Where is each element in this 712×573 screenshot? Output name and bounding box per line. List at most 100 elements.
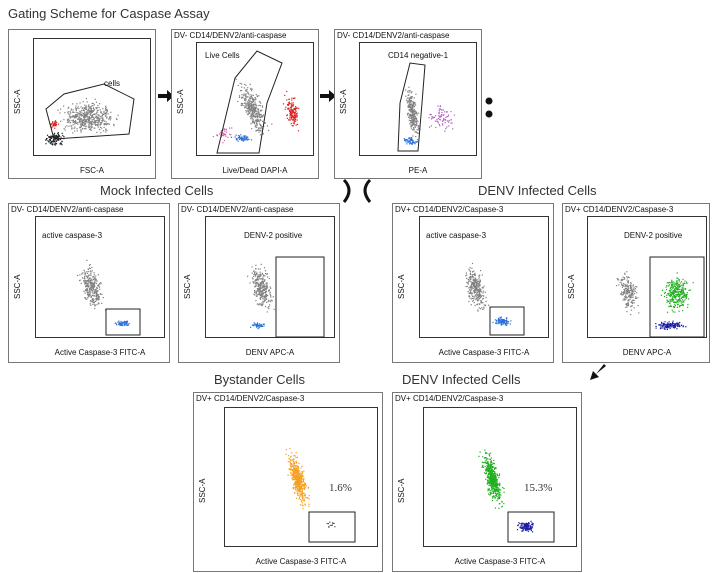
event-dot xyxy=(469,276,471,279)
event-dot xyxy=(93,109,95,111)
event-dot xyxy=(291,115,293,117)
event-dot xyxy=(76,103,78,105)
event-dot xyxy=(289,119,291,121)
event-dot xyxy=(259,130,261,132)
event-dot xyxy=(291,109,293,111)
event-dot xyxy=(87,121,89,123)
event-dot xyxy=(478,275,480,277)
event-dot xyxy=(681,293,683,295)
event-dot xyxy=(255,110,257,112)
event-dot xyxy=(72,109,74,111)
event-dot xyxy=(291,470,293,472)
event-dot xyxy=(221,130,223,132)
event-dot xyxy=(250,98,252,100)
event-dot xyxy=(297,471,299,473)
event-dot xyxy=(470,284,472,286)
event-dot xyxy=(494,485,496,487)
event-dot xyxy=(59,143,61,145)
event-dot xyxy=(495,482,497,484)
event-dot xyxy=(93,107,95,109)
event-dot xyxy=(254,101,256,103)
event-dot xyxy=(490,461,492,463)
event-dot xyxy=(530,524,533,526)
event-dot xyxy=(637,297,639,299)
event-dot xyxy=(96,131,98,133)
event-dot xyxy=(495,467,497,469)
event-dot xyxy=(468,292,470,295)
panel-title: DV- CD14/DENV2/anti-caspase xyxy=(337,31,450,40)
event-dot xyxy=(488,464,490,466)
event-dot xyxy=(443,114,445,116)
event-dot xyxy=(661,323,663,325)
event-dot xyxy=(494,468,496,470)
event-dot xyxy=(289,464,291,466)
event-dot xyxy=(469,272,472,274)
event-dot xyxy=(251,115,253,118)
event-dot xyxy=(94,278,96,280)
event-dot xyxy=(525,524,527,526)
event-dot xyxy=(297,492,299,494)
event-dot xyxy=(240,134,242,136)
event-dot xyxy=(247,107,249,109)
event-dot xyxy=(489,463,491,465)
event-dot xyxy=(495,489,497,491)
event-dot xyxy=(265,293,267,295)
event-dot xyxy=(622,285,624,287)
event-dot xyxy=(64,126,66,128)
event-dot xyxy=(269,293,271,295)
event-dot xyxy=(110,111,112,113)
event-dot xyxy=(527,526,529,528)
event-dot xyxy=(258,288,260,291)
event-dot xyxy=(63,119,65,121)
event-dot xyxy=(86,115,88,117)
event-dot xyxy=(293,111,295,113)
event-dot xyxy=(266,311,268,313)
event-dot xyxy=(79,110,81,112)
event-dot xyxy=(631,294,633,296)
event-dot xyxy=(79,127,81,129)
event-dot xyxy=(259,294,262,296)
event-dot xyxy=(263,275,265,277)
event-dot xyxy=(293,472,295,474)
event-dot xyxy=(498,476,500,479)
event-dot xyxy=(622,299,624,301)
event-dot xyxy=(258,294,261,296)
event-dot xyxy=(409,117,411,119)
event-dot xyxy=(70,125,72,127)
event-dot xyxy=(410,116,412,118)
event-dot xyxy=(409,138,412,140)
event-dot xyxy=(501,506,503,508)
event-dot xyxy=(501,321,503,323)
event-dot xyxy=(629,292,631,294)
event-dot xyxy=(527,529,529,531)
event-dot xyxy=(506,322,508,324)
plot-area: active caspase-3 xyxy=(419,216,549,338)
event-dot xyxy=(261,109,263,111)
event-dot xyxy=(57,137,59,139)
event-dot xyxy=(57,132,59,134)
event-dot xyxy=(88,281,91,283)
plot-area: DENV-2 positive xyxy=(205,216,335,338)
event-dot xyxy=(90,106,92,108)
event-dot xyxy=(124,320,126,322)
event-dot xyxy=(473,302,475,304)
event-dot xyxy=(87,117,89,119)
event-dot xyxy=(291,477,293,479)
event-dot xyxy=(409,110,411,112)
event-dot xyxy=(122,325,124,327)
event-dot xyxy=(95,122,97,124)
event-dot xyxy=(625,290,627,293)
event-dot xyxy=(301,475,303,477)
event-dot xyxy=(298,494,300,496)
event-dot xyxy=(50,124,52,126)
event-dot xyxy=(296,107,298,109)
event-dot xyxy=(632,290,634,292)
event-dot xyxy=(71,127,73,129)
event-dot xyxy=(627,302,629,304)
event-dot xyxy=(627,303,629,305)
event-dot xyxy=(299,482,301,484)
event-dot xyxy=(54,132,56,134)
event-dot xyxy=(94,277,96,279)
event-dot xyxy=(498,497,500,499)
event-dot xyxy=(666,296,668,299)
